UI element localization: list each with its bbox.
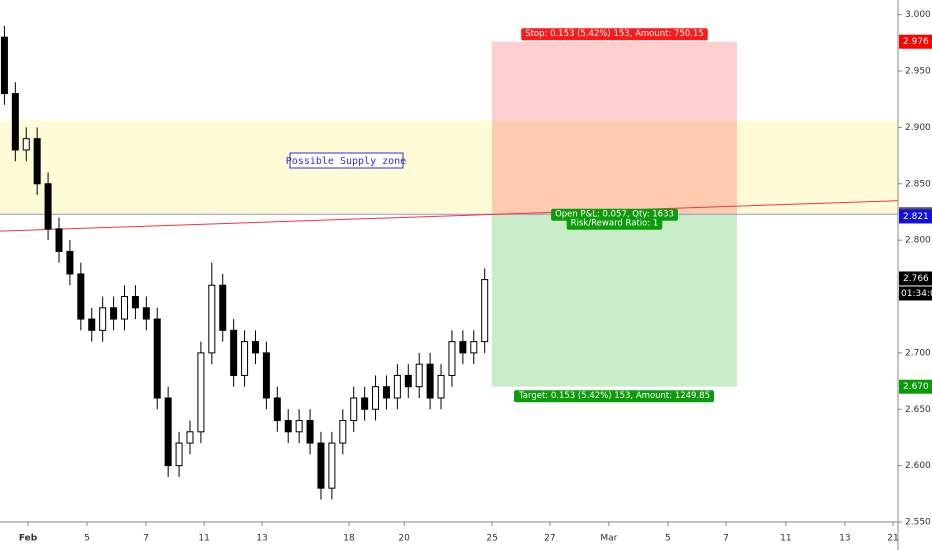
ratio-label-box bbox=[566, 217, 663, 230]
candle-body bbox=[88, 318, 96, 331]
x-tick-label: 20 bbox=[398, 534, 410, 544]
price-label: 2.821 bbox=[903, 212, 929, 222]
supply-zone bbox=[0, 120, 898, 216]
candle-body bbox=[382, 386, 390, 399]
candle-body bbox=[219, 284, 227, 331]
candle-body bbox=[230, 329, 238, 376]
supply-zone-label: Possible Supply zone bbox=[286, 156, 406, 167]
x-tick-label: 13 bbox=[256, 534, 267, 544]
stop-zone bbox=[492, 41, 737, 215]
candle-body bbox=[99, 307, 107, 331]
x-tick-label: 5 bbox=[665, 534, 671, 544]
x-tick-label: 7 bbox=[723, 534, 729, 544]
price-label-box bbox=[899, 271, 932, 286]
x-tick-label: 11 bbox=[780, 534, 791, 544]
x-tick-label: 27 bbox=[544, 534, 555, 544]
candle-body bbox=[393, 374, 401, 399]
x-tick-label: 18 bbox=[343, 534, 355, 544]
y-tick-label: 2.650 bbox=[905, 405, 931, 415]
candle-body bbox=[131, 296, 139, 309]
candle-body bbox=[306, 420, 314, 444]
countdown: 01:34:0 bbox=[901, 289, 932, 299]
candle-body bbox=[295, 420, 303, 433]
candle-body bbox=[33, 138, 41, 185]
price-label: 2.976 bbox=[903, 37, 929, 47]
candle-body bbox=[372, 386, 380, 410]
candle-body bbox=[481, 279, 489, 343]
x-tick-label: 21 bbox=[887, 534, 898, 544]
candle-body bbox=[350, 397, 358, 422]
candle-body bbox=[251, 341, 259, 354]
y-tick-label: 2.950 bbox=[905, 67, 931, 77]
candle-body bbox=[0, 36, 8, 95]
candle-body bbox=[339, 420, 347, 444]
y-tick-label: 2.700 bbox=[905, 348, 931, 358]
candle-body bbox=[186, 431, 194, 444]
candle-body bbox=[11, 93, 19, 151]
candle-body bbox=[426, 363, 434, 399]
candle-body bbox=[175, 442, 183, 467]
price-label-box bbox=[899, 209, 932, 224]
candle-body bbox=[197, 352, 205, 433]
price-label-box bbox=[899, 34, 932, 49]
trend-line bbox=[0, 200, 899, 232]
candle-body bbox=[164, 397, 172, 467]
x-tick-label: Feb bbox=[19, 534, 38, 544]
candle-body bbox=[55, 228, 63, 252]
candle-body bbox=[404, 374, 412, 388]
candle-body bbox=[328, 442, 336, 489]
y-tick-label: 2.600 bbox=[905, 461, 931, 471]
y-tick-label: 2.800 bbox=[905, 236, 931, 246]
candle-body bbox=[142, 307, 150, 320]
pnl-label: Open P&L: 0.057, Qty: 1633 bbox=[555, 210, 674, 220]
stop-label-box bbox=[521, 28, 708, 41]
candle-body bbox=[208, 284, 216, 354]
x-tick-label: 25 bbox=[486, 534, 497, 544]
x-tick-label: Mar bbox=[600, 534, 617, 544]
target-zone bbox=[492, 214, 737, 387]
candle-body bbox=[415, 363, 423, 388]
candle-body bbox=[437, 374, 445, 399]
stop-label: Stop: 0.153 (5.42%) 153, Amount: 750.15 bbox=[525, 29, 704, 39]
target-label: Target: 0.153 (5.42%) 153, Amount: 1249.… bbox=[518, 391, 710, 401]
candle-body bbox=[317, 442, 325, 489]
candle-body bbox=[120, 296, 128, 320]
candle-body bbox=[77, 273, 85, 320]
x-tick-label: 13 bbox=[839, 534, 850, 544]
candle-body bbox=[22, 138, 30, 151]
candle-body bbox=[273, 397, 281, 422]
ratio-label: Risk/Reward Ratio: 1 bbox=[571, 219, 659, 229]
candle-body bbox=[110, 307, 118, 320]
countdown-box bbox=[899, 286, 932, 301]
candle-body bbox=[459, 341, 467, 354]
y-tick-label: 3.000 bbox=[905, 10, 931, 20]
candle-body bbox=[448, 341, 456, 376]
y-tick-label: 2.550 bbox=[905, 518, 931, 528]
x-tick-label: 7 bbox=[143, 534, 149, 544]
price-label: 2.766 bbox=[903, 274, 929, 284]
x-tick-label: 5 bbox=[84, 534, 90, 544]
y-tick-label: 2.850 bbox=[905, 179, 931, 189]
target-label-box bbox=[514, 390, 714, 403]
candle-body bbox=[470, 341, 478, 354]
candle-body bbox=[284, 420, 292, 433]
candle-body bbox=[66, 250, 74, 275]
candle-body bbox=[361, 397, 369, 410]
y-tick-label: 2.900 bbox=[905, 123, 931, 133]
supply-zone-label-box bbox=[289, 152, 404, 169]
candle-body bbox=[262, 352, 270, 399]
x-tick-label: 11 bbox=[198, 534, 209, 544]
price-label-box bbox=[899, 379, 932, 394]
candle-body bbox=[241, 341, 249, 376]
candle-body bbox=[44, 183, 52, 230]
price-label: 2.670 bbox=[903, 382, 929, 392]
candle-body bbox=[153, 318, 161, 399]
